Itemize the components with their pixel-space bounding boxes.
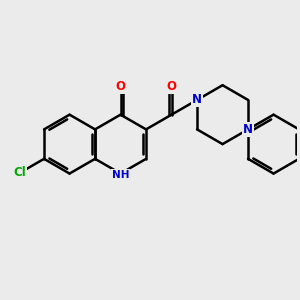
Text: NH: NH (112, 170, 129, 180)
Text: Cl: Cl (13, 166, 26, 178)
Text: O: O (116, 80, 126, 93)
Text: N: N (243, 123, 253, 136)
Text: O: O (167, 80, 177, 93)
Text: N: N (192, 93, 202, 106)
